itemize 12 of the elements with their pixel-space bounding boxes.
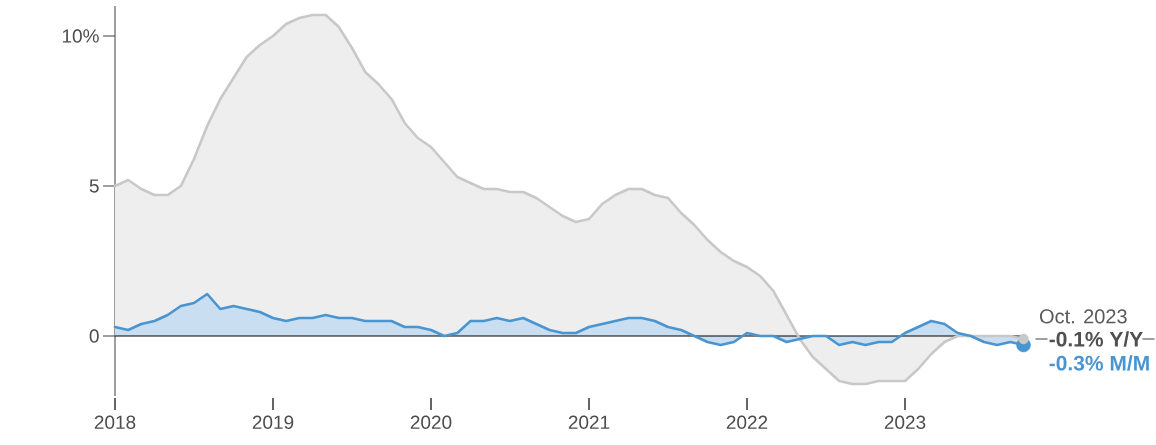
y-tick-label: 10% bbox=[62, 29, 99, 43]
y-tick-label: 5 bbox=[89, 179, 99, 193]
series-label: -0.1% Y/Y bbox=[1049, 331, 1143, 347]
x-tick-label: 2023 bbox=[884, 415, 926, 429]
annotation: Oct. 2023 bbox=[1039, 309, 1127, 324]
y-tick-label: 0 bbox=[89, 329, 99, 343]
x-tick-label: 2021 bbox=[568, 415, 610, 429]
x-tick-label: 2018 bbox=[94, 415, 136, 429]
series-label: -0.3% M/M bbox=[1049, 355, 1149, 371]
x-tick-label: 2022 bbox=[726, 415, 768, 429]
x-tick-label: 2020 bbox=[410, 415, 452, 429]
x-tick-label: 2019 bbox=[252, 415, 294, 429]
